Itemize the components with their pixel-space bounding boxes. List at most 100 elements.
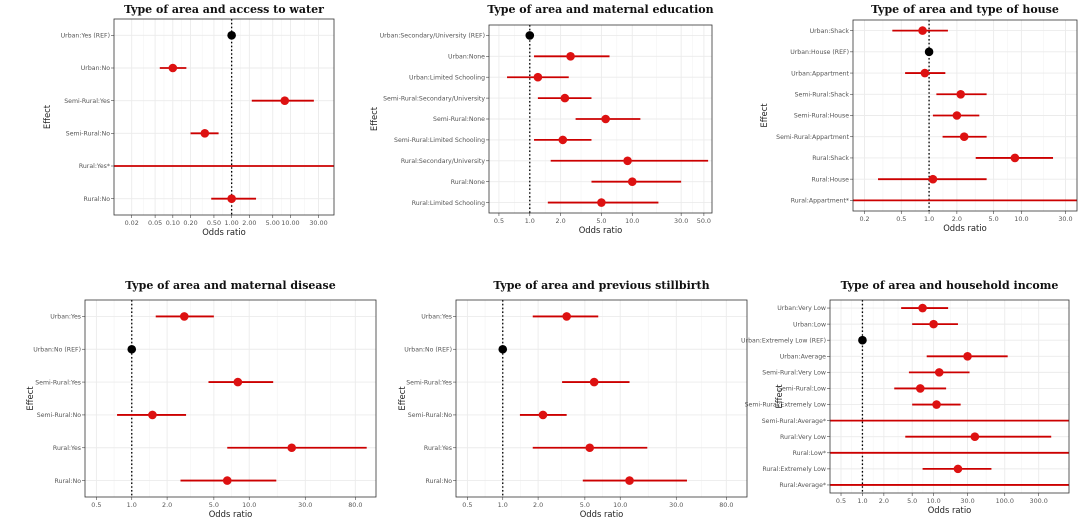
x-axis-title: Odds ratio: [202, 227, 246, 237]
row-label: Urban:House (REF): [790, 49, 849, 56]
row-label: Rural:Secondary/University: [401, 158, 485, 165]
chart-title: Type of area and household income: [841, 279, 1059, 292]
row-label: Urban:No (REF): [33, 346, 81, 353]
row-label: Rural:Extremely Low: [762, 466, 826, 473]
x-tick-label: 1.0: [127, 501, 137, 509]
odds-ratio-point: [233, 377, 243, 387]
x-tick-label: 30.00: [309, 219, 327, 227]
row-label: Rural:No: [426, 478, 453, 485]
reference-point: [924, 47, 934, 57]
odds-ratio-point: [601, 114, 610, 124]
row-label: Urban:Low: [793, 321, 826, 328]
row-label: Semi-Rural:Yes: [406, 379, 452, 386]
odds-ratio-point: [956, 89, 965, 99]
plot-border: [84, 299, 377, 498]
row-label: Rural:Low*: [793, 450, 826, 457]
odds-ratio-point: [533, 72, 543, 82]
x-tick-label: 0.50: [207, 219, 221, 227]
x-tick-label: 30.0: [674, 217, 688, 225]
odds-ratio-point: [200, 129, 210, 138]
row-label: Semi-Rural:Very Low: [762, 370, 826, 377]
plot-border: [113, 18, 335, 216]
chart-panel-1: Type of area and access to water 0.02 0.05…: [42, 3, 335, 237]
row-label: Semi-Rural:No: [37, 412, 81, 419]
row-label: Rural:Shack: [812, 155, 849, 162]
x-tick-label: 10.0: [926, 497, 940, 505]
y-axis-title: Effect: [759, 103, 769, 128]
odds-ratio-point: [589, 377, 599, 387]
row-label: Rural:Limited Schooling: [412, 200, 485, 207]
odds-ratio-point: [287, 443, 297, 453]
x-axis-title: Odds ratio: [928, 505, 972, 515]
plot-background: [456, 300, 747, 497]
row-label: Semi-Rural:Average*: [762, 418, 826, 425]
plot-background: [830, 300, 1069, 493]
chart-panel-5: Type of area and previous stillbirth 0.5 1…: [397, 279, 748, 519]
row-label: Rural:Yes: [424, 445, 452, 452]
row-label: Rural:Average*: [779, 482, 826, 489]
row-label: Semi-Rural:Limited Schooling: [394, 137, 485, 144]
odds-ratio-point: [929, 319, 938, 329]
row-label: Rural:Yes*: [79, 163, 110, 170]
x-tick-label: 0.20: [183, 219, 197, 227]
x-tick-label: 2.0: [879, 497, 889, 505]
x-tick-label: 10.0: [1014, 215, 1028, 223]
plot-border: [829, 299, 1070, 494]
odds-ratio-point: [585, 443, 595, 453]
chart-title: Type of area and maternal disease: [125, 279, 335, 292]
x-tick-label: 0.02: [125, 219, 139, 227]
reference-point: [498, 344, 508, 354]
x-axis-title: Odds ratio: [943, 223, 987, 233]
odds-ratio-point: [952, 111, 962, 120]
x-tick-label: 30.0: [960, 497, 974, 505]
row-label: Urban:No (REF): [404, 346, 452, 353]
odds-ratio-point: [168, 63, 178, 73]
row-label: Semi-Rural:No: [408, 412, 452, 419]
reference-point: [227, 31, 236, 40]
row-label: Semi-Rural:House: [794, 113, 849, 120]
row-label: Semi-Rural:No: [66, 131, 110, 138]
x-tick-label: 50.0: [697, 217, 711, 225]
x-tick-label: 0.10: [166, 219, 180, 227]
odds-ratio-point: [915, 384, 925, 393]
row-label: Rural:None: [451, 179, 485, 186]
row-label: Rural:No: [55, 478, 82, 485]
row-label: Rural:No: [84, 196, 111, 203]
x-tick-label: 1.00: [225, 219, 239, 227]
x-tick-label: 1.0: [857, 497, 867, 505]
reference-point: [858, 335, 867, 345]
odds-ratio-point: [918, 26, 927, 35]
x-tick-label: 2.0: [556, 217, 566, 225]
chart-panel-2: Type of area and maternal education 0.5 1.…: [369, 3, 714, 235]
row-label: Urban:Shack: [810, 28, 850, 35]
odds-ratio-point: [597, 198, 606, 207]
x-tick-label: 80.0: [719, 501, 733, 509]
x-tick-label: 5.0: [209, 501, 219, 509]
x-tick-label: 2.00: [242, 219, 256, 227]
row-label: Urban:No: [81, 65, 110, 72]
row-label: Urban:Very Low: [777, 305, 826, 312]
y-axis-title: Effect: [774, 384, 784, 409]
x-tick-label: 0.5: [836, 497, 846, 505]
chart-title: Type of area and access to water: [124, 3, 324, 16]
x-tick-label: 0.5: [462, 501, 472, 509]
odds-ratio-point: [227, 194, 236, 203]
odds-ratio-point: [932, 400, 941, 409]
x-tick-label: 10.0: [625, 217, 639, 225]
x-tick-label: 100.0: [996, 497, 1014, 505]
odds-ratio-point: [280, 96, 290, 105]
row-label: Urban:Limited Schooling: [409, 74, 485, 81]
plot-background: [114, 19, 334, 215]
row-label: Rural:House: [812, 176, 850, 183]
odds-ratio-point: [1010, 153, 1020, 163]
y-axis-title: Effect: [42, 104, 52, 129]
plot-background: [85, 300, 376, 497]
plot-border: [852, 19, 1078, 212]
x-tick-label: 2.0: [162, 501, 172, 509]
odds-ratio-point: [625, 476, 634, 485]
chart-title: Type of area and previous stillbirth: [493, 279, 709, 292]
odds-ratio-point: [222, 476, 232, 485]
row-label: Urban:Extremely Low (REF): [741, 337, 826, 344]
x-tick-label: 10.0: [242, 501, 256, 509]
x-tick-label: 0.05: [148, 219, 162, 227]
